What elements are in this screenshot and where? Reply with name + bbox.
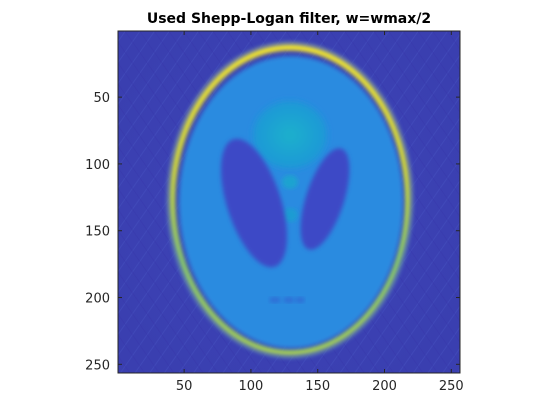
y-tick-label: 50	[93, 91, 110, 106]
small-spot-lower	[282, 208, 298, 222]
skull-rim-ellipse	[168, 43, 412, 357]
y-axis-ticks: 50 100 150 200 250	[85, 91, 460, 373]
right-ventricle-ellipse	[300, 148, 350, 250]
y-tick-label: 100	[85, 158, 110, 173]
skull-halo-ellipse	[166, 41, 414, 359]
bottom-dot-center	[283, 297, 295, 303]
reconstruction-image	[118, 31, 460, 373]
x-tick-label: 50	[176, 379, 193, 394]
central-ellipse	[253, 101, 327, 169]
small-spot-upper	[282, 175, 298, 189]
figure-title: Used Shepp-Logan filter, w=wmax/2	[147, 11, 431, 27]
x-tick-label: 200	[372, 379, 397, 394]
y-tick-label: 150	[85, 225, 110, 240]
x-tick-label: 100	[239, 379, 264, 394]
y-tick-label: 200	[85, 292, 110, 307]
axes-frame	[117, 30, 461, 374]
bottom-dot-left	[269, 297, 281, 303]
x-tick-label: 150	[305, 379, 330, 394]
brain-fill-ellipse	[179, 56, 403, 348]
bottom-dot-right	[295, 297, 305, 303]
x-axis-ticks: 50 100 150 200 250	[176, 31, 464, 394]
y-tick-label: 250	[85, 358, 110, 373]
left-ventricle-ellipse	[221, 138, 287, 268]
x-tick-label: 250	[439, 379, 464, 394]
